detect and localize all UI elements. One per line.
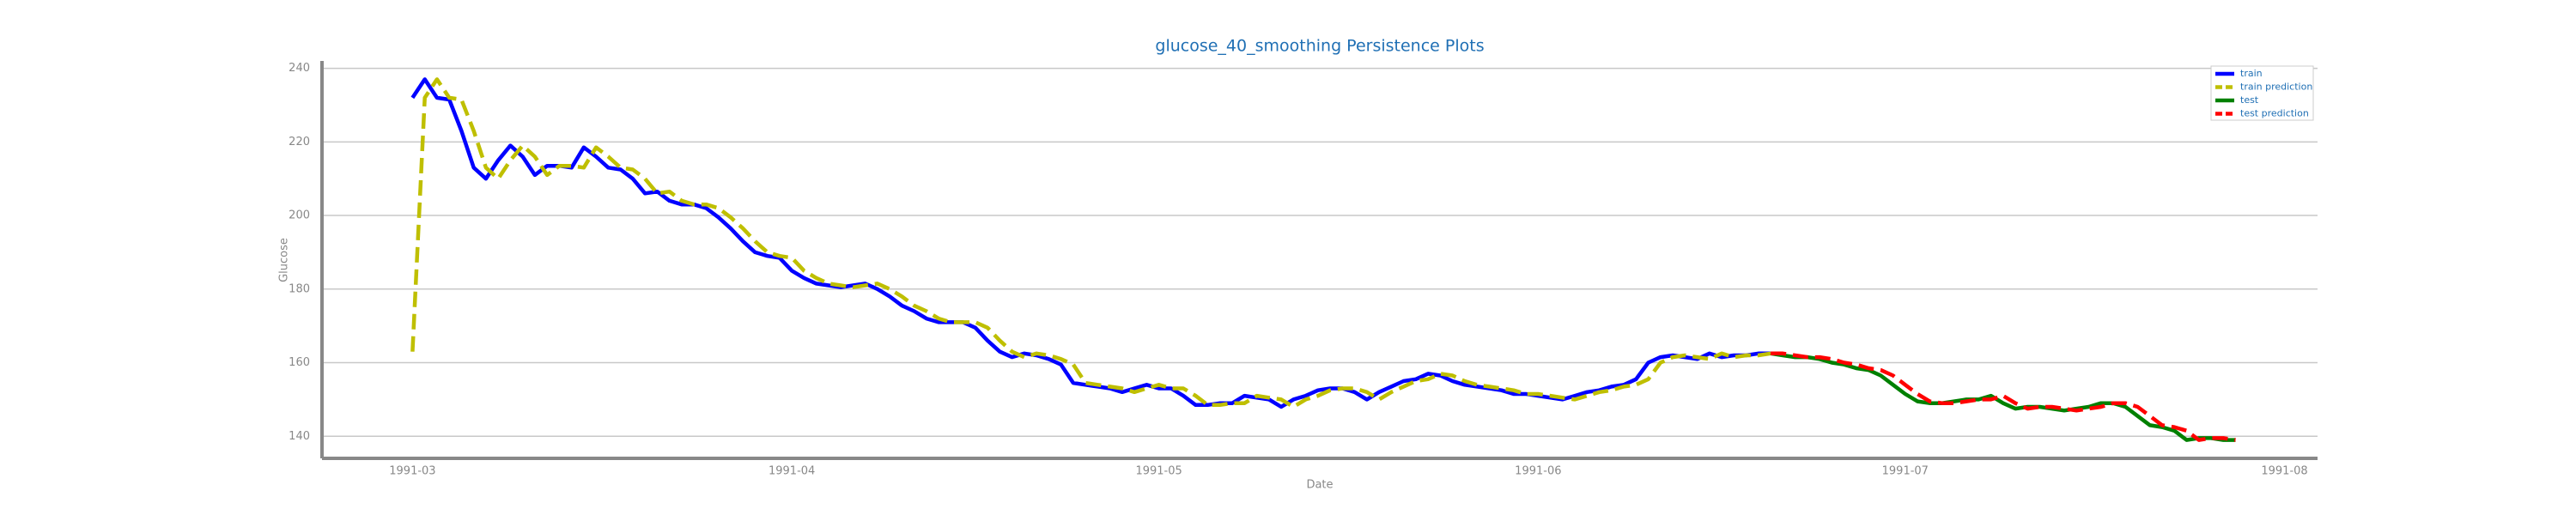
chart-title: glucose_40_smoothing Persistence Plots (1155, 37, 1484, 56)
y-tick-label: 180 (289, 282, 310, 295)
series-line (410, 77, 1771, 409)
series-line (1770, 351, 2236, 442)
y-tick-label: 140 (289, 430, 310, 443)
x-axis-label: Date (1306, 479, 1333, 492)
legend-label: train (2240, 68, 2263, 79)
x-tick-label: 1991-06 (1515, 465, 1561, 478)
x-tick-label: 1991-04 (769, 465, 815, 478)
y-tick-label: 200 (289, 209, 310, 222)
series-line (410, 77, 1771, 409)
series-line (1771, 351, 2236, 442)
legend-label: test prediction (2240, 108, 2309, 119)
y-tick-label: 240 (289, 62, 310, 75)
x-tick-label: 1991-07 (1882, 465, 1929, 478)
x-tick-label: 1991-03 (389, 465, 435, 478)
x-tick-label: 1991-05 (1135, 465, 1182, 478)
y-axis-label: Glucose (278, 238, 291, 282)
legend-label: train prediction (2240, 82, 2312, 93)
y-tick-label: 160 (289, 356, 310, 369)
x-tick-label: 1991-08 (2261, 465, 2307, 478)
legend-label: test (2240, 94, 2259, 106)
y-tick-label: 220 (289, 136, 310, 148)
